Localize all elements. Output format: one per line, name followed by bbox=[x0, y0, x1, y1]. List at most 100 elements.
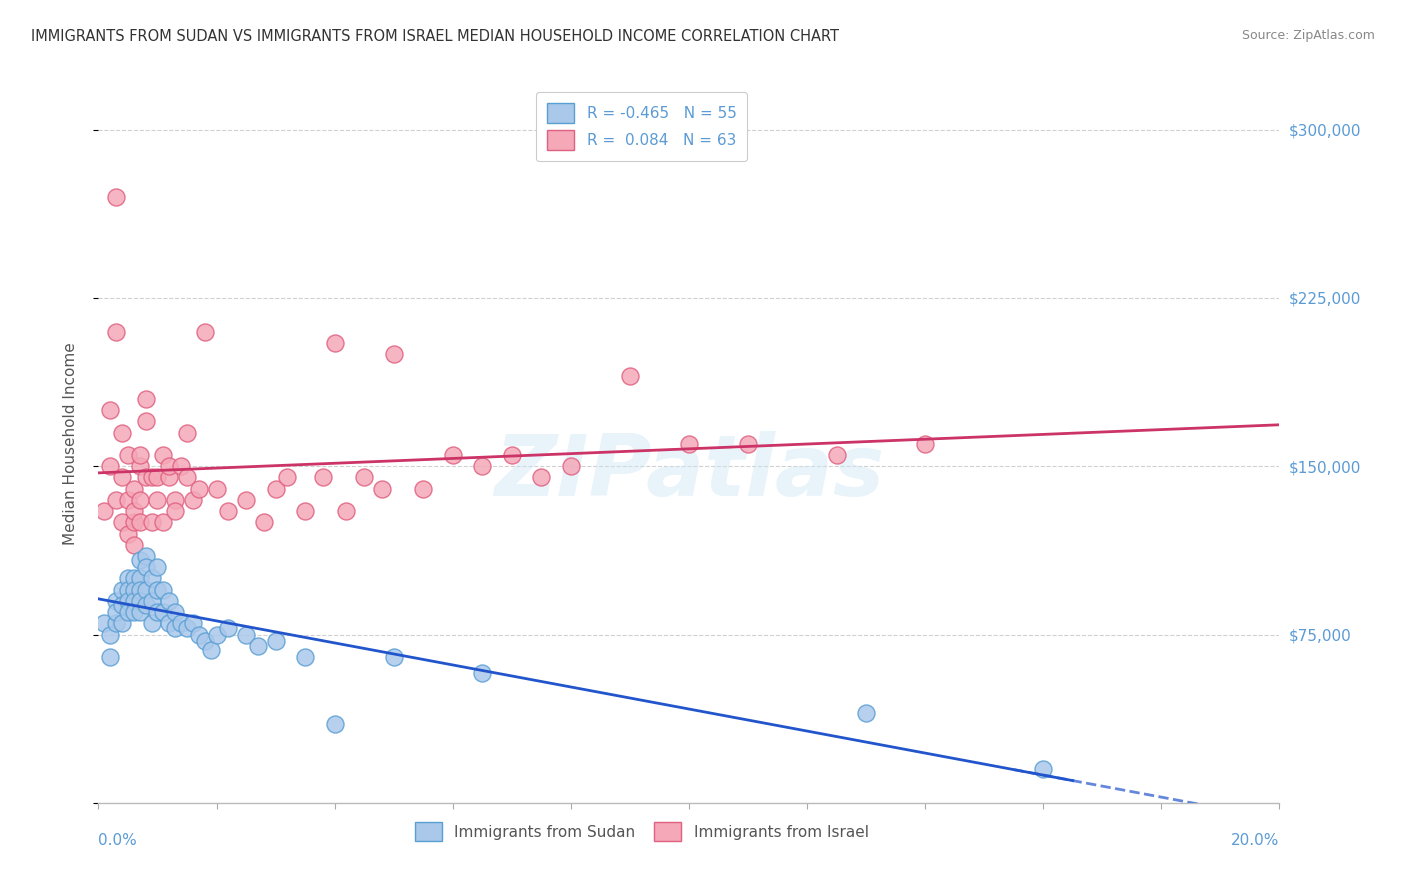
Point bbox=[235, 627, 257, 641]
Point bbox=[135, 392, 157, 406]
Y-axis label: Median Household Income: Median Household Income bbox=[63, 343, 77, 545]
Text: 0.0%: 0.0% bbox=[98, 833, 138, 848]
Point bbox=[157, 594, 180, 608]
Point bbox=[122, 504, 145, 518]
Point bbox=[93, 504, 115, 518]
Point bbox=[122, 582, 145, 597]
Point bbox=[1032, 762, 1054, 776]
Point bbox=[105, 616, 128, 631]
Point bbox=[176, 470, 198, 484]
Point bbox=[152, 516, 174, 530]
Point bbox=[471, 459, 494, 474]
Point bbox=[122, 482, 145, 496]
Point bbox=[157, 470, 180, 484]
Point bbox=[117, 594, 139, 608]
Point bbox=[122, 516, 145, 530]
Point bbox=[128, 553, 150, 567]
Point bbox=[128, 516, 150, 530]
Point bbox=[117, 448, 139, 462]
Point bbox=[135, 470, 157, 484]
Point bbox=[294, 504, 316, 518]
Point bbox=[117, 605, 139, 619]
Point bbox=[471, 665, 494, 680]
Point bbox=[170, 459, 193, 474]
Point bbox=[294, 649, 316, 664]
Point bbox=[165, 621, 187, 635]
Point bbox=[323, 335, 346, 350]
Point bbox=[98, 627, 121, 641]
Text: IMMIGRANTS FROM SUDAN VS IMMIGRANTS FROM ISRAEL MEDIAN HOUSEHOLD INCOME CORRELAT: IMMIGRANTS FROM SUDAN VS IMMIGRANTS FROM… bbox=[31, 29, 839, 44]
Point bbox=[560, 459, 582, 474]
Point bbox=[176, 425, 198, 440]
Point bbox=[135, 414, 157, 428]
Point bbox=[146, 470, 169, 484]
Point bbox=[157, 616, 180, 631]
Point bbox=[117, 526, 139, 541]
Point bbox=[335, 504, 357, 518]
Point bbox=[105, 190, 128, 204]
Point bbox=[194, 634, 217, 648]
Point bbox=[146, 605, 169, 619]
Point bbox=[276, 470, 298, 484]
Point bbox=[141, 470, 163, 484]
Point bbox=[141, 594, 163, 608]
Point bbox=[105, 594, 128, 608]
Point bbox=[152, 605, 174, 619]
Point bbox=[246, 639, 269, 653]
Point bbox=[98, 649, 121, 664]
Point bbox=[111, 470, 134, 484]
Point bbox=[264, 634, 287, 648]
Point bbox=[128, 459, 150, 474]
Point bbox=[117, 571, 139, 585]
Point bbox=[135, 599, 157, 613]
Point bbox=[152, 448, 174, 462]
Legend: Immigrants from Sudan, Immigrants from Israel: Immigrants from Sudan, Immigrants from I… bbox=[408, 814, 876, 849]
Point bbox=[181, 492, 204, 507]
Point bbox=[141, 516, 163, 530]
Point bbox=[105, 605, 128, 619]
Point bbox=[152, 582, 174, 597]
Point bbox=[105, 325, 128, 339]
Point bbox=[128, 605, 150, 619]
Text: ZIPatlas: ZIPatlas bbox=[494, 431, 884, 514]
Point bbox=[371, 482, 394, 496]
Point bbox=[205, 627, 228, 641]
Point bbox=[141, 616, 163, 631]
Point bbox=[825, 448, 848, 462]
Point bbox=[141, 571, 163, 585]
Point bbox=[146, 560, 169, 574]
Point bbox=[122, 605, 145, 619]
Text: 20.0%: 20.0% bbox=[1232, 833, 1279, 848]
Point bbox=[217, 504, 239, 518]
Text: Source: ZipAtlas.com: Source: ZipAtlas.com bbox=[1241, 29, 1375, 42]
Point bbox=[98, 403, 121, 417]
Point bbox=[194, 325, 217, 339]
Point bbox=[253, 516, 276, 530]
Point bbox=[111, 425, 134, 440]
Point bbox=[135, 549, 157, 563]
Point bbox=[412, 482, 434, 496]
Point bbox=[353, 470, 375, 484]
Point bbox=[855, 706, 877, 720]
Point bbox=[312, 470, 335, 484]
Point bbox=[165, 492, 187, 507]
Point bbox=[111, 516, 134, 530]
Point bbox=[111, 582, 134, 597]
Point bbox=[117, 582, 139, 597]
Point bbox=[128, 448, 150, 462]
Point bbox=[501, 448, 523, 462]
Point bbox=[128, 492, 150, 507]
Point bbox=[122, 538, 145, 552]
Point bbox=[128, 571, 150, 585]
Point bbox=[122, 571, 145, 585]
Point bbox=[323, 717, 346, 731]
Point bbox=[441, 448, 464, 462]
Point bbox=[128, 582, 150, 597]
Point bbox=[678, 436, 700, 450]
Point bbox=[111, 599, 134, 613]
Point bbox=[235, 492, 257, 507]
Point bbox=[111, 616, 134, 631]
Point bbox=[157, 459, 180, 474]
Point bbox=[98, 459, 121, 474]
Point bbox=[176, 621, 198, 635]
